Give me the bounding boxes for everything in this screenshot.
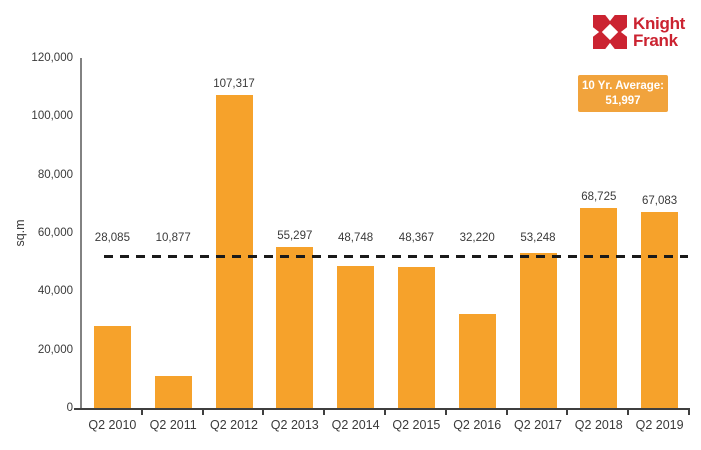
x-axis-tick <box>627 410 630 415</box>
x-axis-tick <box>505 410 508 415</box>
knight-frank-logo: Knight Frank <box>593 14 685 50</box>
x-axis-tick <box>262 410 265 415</box>
x-axis-tick <box>688 410 690 415</box>
y-axis-line <box>80 58 82 410</box>
x-axis-label: Q2 2018 <box>574 418 623 432</box>
bar-value-label: 28,085 <box>94 232 130 245</box>
y-tick-label: 80,000 <box>37 168 73 181</box>
x-axis-tick <box>323 410 326 415</box>
bar <box>458 314 496 408</box>
bar-value-label: 10,877 <box>155 232 191 245</box>
bar-value-label: 67,083 <box>641 195 678 208</box>
x-axis-label: Q2 2015 <box>392 418 441 432</box>
bar-value-label: 55,297 <box>277 229 313 242</box>
logo-word-knight: Knight <box>633 14 686 33</box>
bar <box>337 265 375 408</box>
bar <box>154 376 192 408</box>
bar-value-label: 48,748 <box>337 232 374 245</box>
average-callout-label: 10 Yr. Average: <box>581 79 665 92</box>
bar <box>276 246 314 408</box>
x-axis-tick <box>566 410 569 415</box>
bar-value-label: 68,725 <box>581 190 617 203</box>
x-axis-label: Q2 2014 <box>331 418 380 432</box>
x-axis-label: Q2 2010 <box>88 418 137 432</box>
bar <box>93 326 131 408</box>
bar-value-label: 107,317 <box>213 78 255 90</box>
x-axis-tick <box>384 410 386 415</box>
x-axis-tick <box>201 410 204 415</box>
bar <box>641 212 679 408</box>
x-axis-label: Q2 2019 <box>635 418 684 432</box>
x-axis-label: Q2 2013 <box>270 418 319 432</box>
bar-value-label: 48,367 <box>398 232 434 245</box>
bar <box>580 207 618 408</box>
x-axis-label: Q2 2011 <box>149 418 197 432</box>
y-tick-label: 20,000 <box>37 343 73 356</box>
average-callout: 10 Yr. Average: 51,997 <box>578 75 668 112</box>
logo-text: Knight Frank <box>633 14 685 50</box>
x-axis-tick <box>444 410 447 415</box>
y-axis-title: sq.m <box>13 219 27 247</box>
plot-area: 0 20,000 40,000 60,000 80,000 100,000 120,000 2… <box>31 52 690 432</box>
y-tick-label: 60,000 <box>37 227 73 239</box>
x-axis-label: Q2 2016 <box>453 418 502 432</box>
logo-word-frank: Frank <box>633 31 678 50</box>
y-tick-label: 120,000 <box>31 52 73 64</box>
x-axis-line <box>74 408 690 410</box>
y-tick-label: 100,000 <box>31 110 73 123</box>
x-axis-tick <box>140 410 143 415</box>
knight-frank-mark-icon <box>593 15 627 49</box>
bar-value-label: 53,248 <box>520 232 556 245</box>
y-tick-label: 40,000 <box>37 285 73 298</box>
bar <box>397 266 435 408</box>
bar <box>519 252 557 408</box>
x-axis-label: Q2 2017 <box>514 418 562 432</box>
average-callout-value: 51,997 <box>605 94 641 107</box>
y-tick-label: 0 <box>66 402 73 414</box>
x-axis-label: Q2 2012 <box>210 418 258 432</box>
bar <box>215 95 253 408</box>
average-line <box>104 254 688 258</box>
bar-value-label: 32,220 <box>459 232 495 245</box>
